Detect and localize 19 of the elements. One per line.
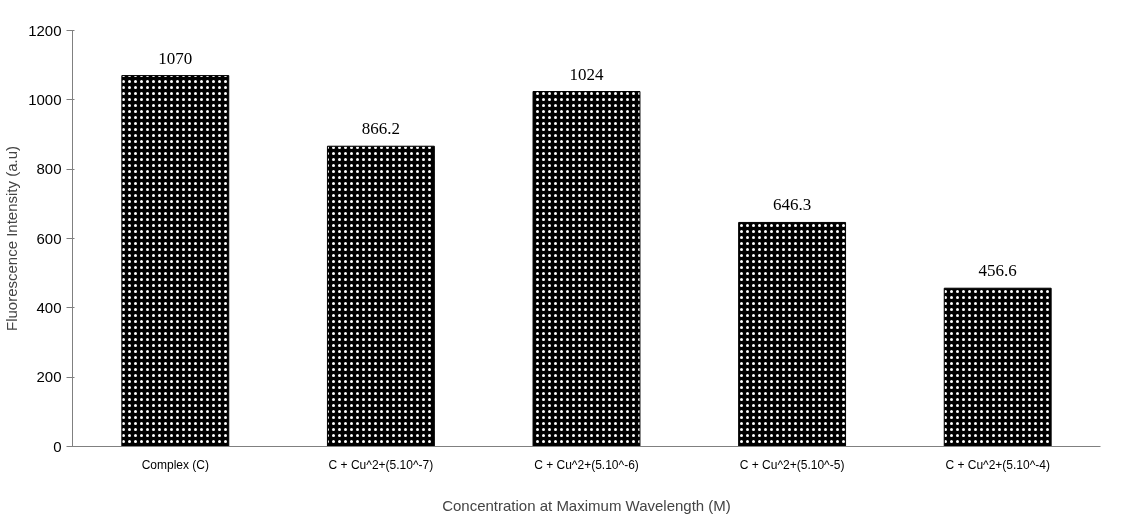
data-label: 1024: [569, 64, 604, 84]
x-tick-label: C + Cu^2+(5.10^-7): [328, 457, 434, 472]
y-tick-label: 600: [36, 229, 62, 247]
x-tick-label: C + Cu^2+(5.10^-6): [534, 457, 639, 472]
y-tick-label: 800: [36, 160, 62, 178]
y-tick-label: 1200: [28, 21, 62, 39]
y-axis-title: Fluorescence Intensity (a.u): [3, 145, 21, 332]
data-label: 646.3: [772, 195, 812, 215]
x-axis-title: Concentration at Maximum Wavelength (M): [442, 496, 731, 514]
y-tick-label: 0: [53, 437, 62, 455]
y-tick-label: 200: [36, 368, 62, 386]
data-label: 866.2: [361, 119, 401, 139]
x-tick-label: C + Cu^2+(5.10^-5): [739, 457, 845, 472]
x-tick-label: Complex (C): [141, 457, 209, 472]
y-tick-label: 1000: [28, 90, 62, 108]
data-label: 456.6: [978, 261, 1017, 281]
x-tick-label: C + Cu^2+(5.10^-4): [945, 457, 1051, 472]
y-tick-label: 400: [36, 298, 62, 316]
data-label: 1070: [158, 48, 193, 68]
